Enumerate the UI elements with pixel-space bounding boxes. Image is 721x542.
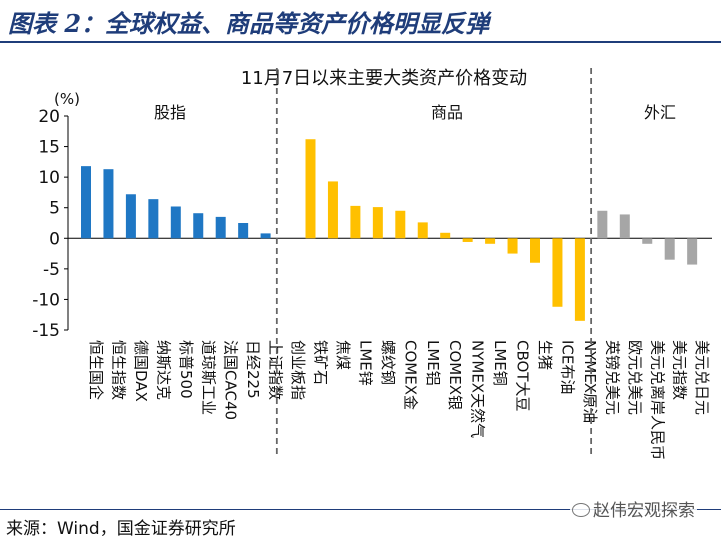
bar <box>260 233 271 239</box>
x-tick-label: 创业板指 <box>289 340 307 400</box>
x-tick-label: NYMEX原油 <box>581 340 599 423</box>
x-tick-label: 美元指数 <box>671 340 689 400</box>
bar <box>440 232 451 239</box>
bar <box>305 139 316 239</box>
y-tick-label: 10 <box>38 168 60 188</box>
bar <box>372 207 383 239</box>
x-tick-label: NYMEX天然气 <box>469 340 487 438</box>
x-tick-label: 德国DAX <box>132 340 150 402</box>
y-tick-label: 5 <box>49 199 60 219</box>
x-tick-label: 恒生国企 <box>87 340 105 400</box>
source-note: 来源：Wind，国金证券研究所 <box>6 519 236 539</box>
bar <box>148 199 159 239</box>
group-label: 股指 <box>154 103 186 122</box>
x-tick-label: 上证指数 <box>267 340 285 400</box>
x-tick-label: 生猪 <box>536 340 554 370</box>
bar <box>170 206 181 239</box>
bar <box>619 214 630 239</box>
bar <box>552 238 563 307</box>
x-tick-label: 欧元兑美元 <box>626 340 644 415</box>
x-tick-label: 螺纹钢 <box>379 340 397 385</box>
x-tick-label: 铁矿石 <box>312 340 330 385</box>
y-tick-label: 20 <box>38 107 60 127</box>
bar <box>530 238 540 263</box>
x-tick-label: 英镑兑美元 <box>603 340 621 415</box>
bar <box>350 205 361 239</box>
chart-title: 11月7日以来主要大类资产价格变动 <box>241 68 527 89</box>
x-tick-label: LME铝 <box>424 340 442 386</box>
y-axis-unit: (%) <box>54 90 80 108</box>
bar <box>215 216 226 239</box>
bar <box>485 238 496 244</box>
watermark-text: 赵伟宏观探索 <box>593 501 695 521</box>
x-tick-label: COMEX金 <box>401 340 419 410</box>
bar <box>238 223 249 239</box>
bar <box>687 238 698 265</box>
bar-chart: 11月7日以来主要大类资产价格变动 (%)20 15 10 5 0 -5 -10 -15 恒生国企… <box>32 68 712 460</box>
wechat-icon <box>572 503 590 517</box>
x-tick-label: COMEX银 <box>446 340 464 410</box>
x-tick-label: 日经225 <box>244 340 262 399</box>
y-tick-label: -5 <box>43 260 60 280</box>
x-tick-label: 焦煤 <box>334 340 352 370</box>
x-tick-label: 道琼斯工业 <box>199 340 217 415</box>
bar <box>193 213 204 239</box>
x-tick-label: 美元兑离岸人民币 <box>648 340 666 460</box>
y-tick-label: -10 <box>32 290 60 310</box>
bar <box>327 181 338 239</box>
group-label: 商品 <box>431 103 463 122</box>
title-rule <box>0 41 721 43</box>
bar <box>103 169 114 239</box>
x-tick-label: 标普500 <box>177 340 195 399</box>
group-label: 外汇 <box>644 103 676 122</box>
y-tick-label: 0 <box>49 229 60 249</box>
bar <box>507 238 518 254</box>
bar <box>417 222 428 239</box>
x-tick-label: 纳斯达克 <box>154 340 172 400</box>
x-tick-label: ICE布油 <box>558 340 576 394</box>
y-tick-label: -15 <box>32 321 60 341</box>
bar <box>125 194 136 239</box>
bar <box>395 210 406 239</box>
bottom-rule <box>0 509 721 510</box>
bar <box>462 238 473 242</box>
watermark: 赵伟宏观探索 <box>570 496 697 521</box>
bar <box>574 238 585 321</box>
bar <box>642 238 653 244</box>
y-tick-label: 15 <box>38 138 60 158</box>
x-tick-label: LME锌 <box>356 340 374 386</box>
x-tick-label: 美元兑日元 <box>693 340 711 415</box>
x-tick-label: LME铜 <box>491 340 509 386</box>
bar <box>81 166 91 239</box>
bar <box>664 238 675 260</box>
bar <box>597 210 608 239</box>
x-tick-label: CBOT大豆 <box>514 340 532 411</box>
x-tick-label: 法国CAC40 <box>222 340 240 420</box>
x-tick-label: 恒生指数 <box>109 340 127 400</box>
figure-title: 图表 2：全球权益、商品等资产价格明显反弹 <box>8 9 490 38</box>
